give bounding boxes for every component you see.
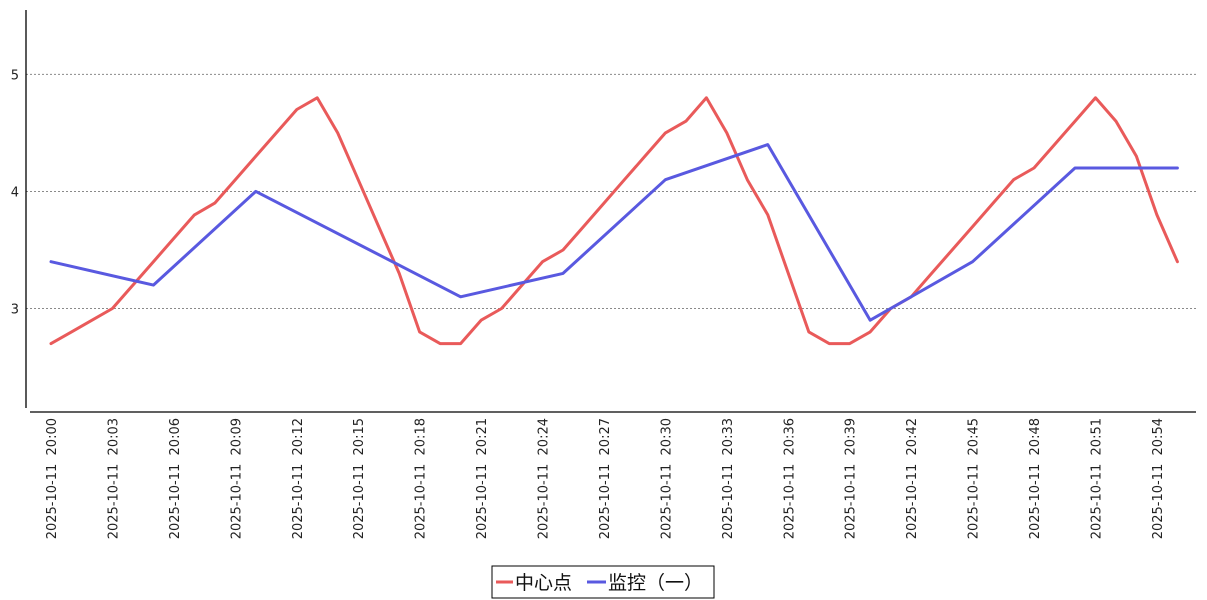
y-tick-label: 4 — [11, 185, 19, 200]
gridlines — [26, 73, 1196, 309]
x-tick-label: 2025-10-11 20:06 — [168, 418, 183, 539]
x-tick-label: 2025-10-11 20:42 — [905, 418, 920, 539]
x-tick-label: 2025-10-11 20:36 — [782, 418, 797, 539]
x-tick-label: 2025-10-11 20:33 — [721, 418, 736, 539]
x-tick-label: 2025-10-11 20:51 — [1089, 418, 1104, 539]
legend-label-series-0: 中心点 — [515, 572, 572, 594]
x-tick-labels: 2025-10-11 20:00 2025-10-11 20:03 2025-10-… — [45, 418, 1166, 539]
x-tick-label: 2025-10-11 20:12 — [291, 418, 306, 539]
legend-label-series-1: 监控（一） — [608, 572, 703, 594]
x-tick-label: 2025-10-11 20:30 — [659, 418, 674, 539]
x-tick-label: 2025-10-11 20:21 — [475, 418, 490, 539]
series-line-0 — [49, 96, 1179, 346]
legend: 中心点 监控（一） — [491, 565, 715, 599]
x-tick-label: 2025-10-11 20:18 — [414, 418, 429, 539]
x-tick-label: 2025-10-11 20:15 — [352, 418, 367, 539]
x-tick-label: 2025-10-11 20:24 — [537, 418, 552, 539]
y-tick-labels: 3 4 5 — [11, 68, 19, 317]
y-tick-label: 3 — [11, 303, 19, 318]
series-lines — [49, 96, 1179, 346]
x-tick-label: 2025-10-11 20:03 — [106, 418, 121, 539]
y-tick-label: 5 — [11, 68, 19, 83]
x-tick-label: 2025-10-11 20:39 — [844, 418, 859, 539]
x-tick-label: 2025-10-11 20:45 — [967, 418, 982, 539]
x-tick-label: 2025-10-11 20:54 — [1151, 418, 1166, 539]
series-line-1 — [49, 143, 1179, 322]
x-tick-label: 2025-10-11 20:09 — [229, 418, 244, 539]
x-tick-label: 2025-10-11 20:48 — [1028, 418, 1043, 539]
x-tick-label: 2025-10-11 20:00 — [45, 418, 60, 539]
x-tick-label: 2025-10-11 20:27 — [598, 418, 613, 539]
axes — [25, 10, 1196, 413]
